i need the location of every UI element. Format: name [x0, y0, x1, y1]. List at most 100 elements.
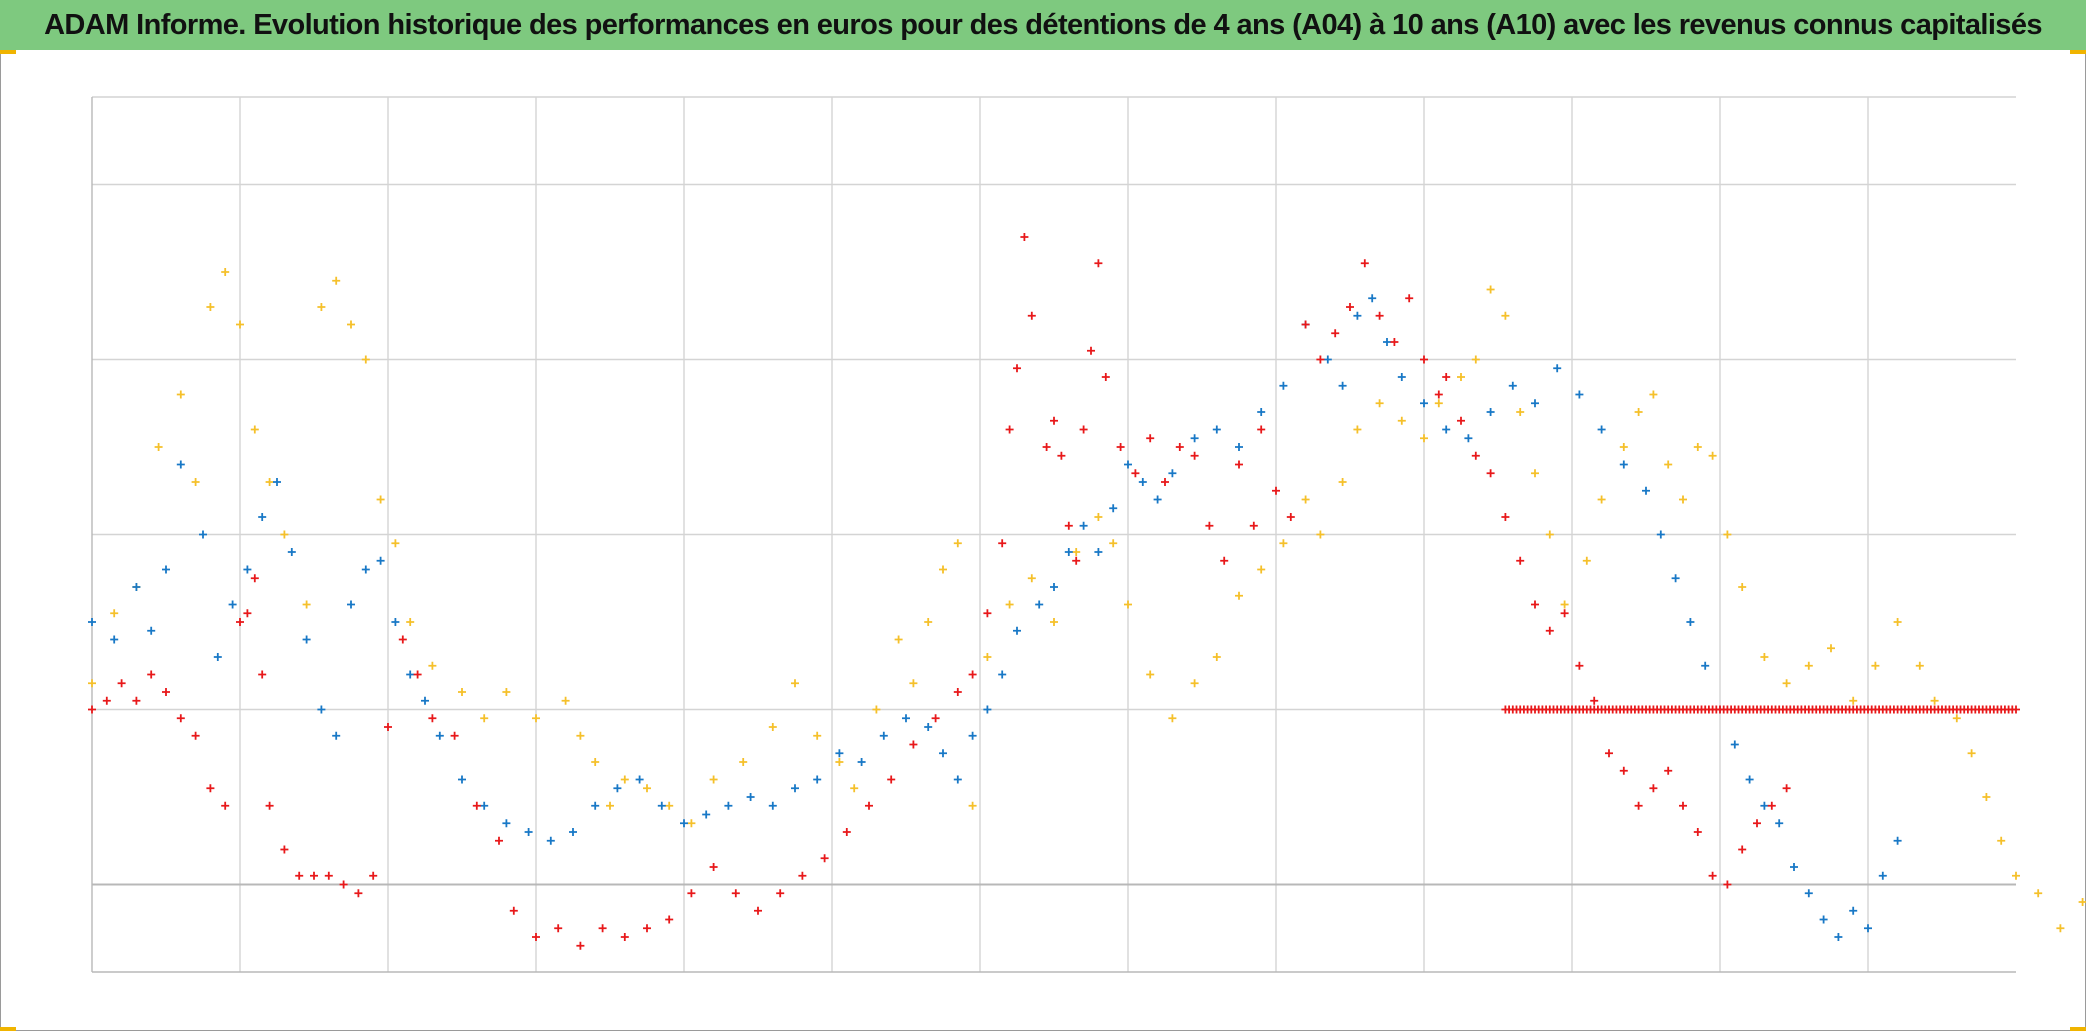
data-point-marker [280, 530, 289, 539]
data-point-marker [524, 828, 533, 836]
data-point-marker [1338, 381, 1347, 390]
data-point-marker [1064, 548, 1073, 556]
data-point-marker [1190, 434, 1199, 443]
data-point-marker [176, 714, 185, 723]
data-point-marker [428, 661, 437, 670]
data-point-marker [2056, 924, 2065, 933]
data-point-marker [532, 714, 540, 723]
data-point-marker [110, 635, 119, 644]
data-point-marker [1079, 521, 1088, 530]
data-point-marker [162, 688, 170, 696]
data-point-marker [302, 635, 311, 644]
data-point-marker [332, 276, 341, 285]
data-point-marker [1220, 556, 1229, 565]
data-point-marker [147, 626, 156, 635]
data-point-marker [1967, 749, 1976, 758]
data-point-marker [1486, 285, 1495, 294]
corner-mark-bottom-right [2070, 1027, 2086, 1031]
data-point-marker [1649, 390, 1658, 399]
data-point-marker [643, 924, 651, 933]
data-point-marker [1257, 425, 1266, 434]
data-point-marker [1094, 259, 1103, 268]
data-point-marker [931, 714, 940, 723]
data-point-marker [872, 705, 881, 714]
data-point-marker [236, 618, 244, 626]
data-point-marker [310, 871, 318, 880]
data-point-marker [1723, 880, 1732, 889]
data-point-marker [1738, 583, 1747, 591]
data-point-marker [1005, 600, 1014, 609]
data-point-marker [1782, 784, 1791, 793]
data-point-marker [1597, 495, 1606, 504]
data-point-marker [1442, 425, 1451, 434]
data-point-marker [1168, 469, 1177, 478]
data-point-marker [591, 801, 600, 810]
data-point-marker [791, 679, 799, 688]
corner-mark-top-left [0, 50, 16, 54]
data-point-marker [569, 828, 577, 836]
data-point-marker [1323, 355, 1332, 364]
data-point-marker [1235, 591, 1243, 600]
chart-title: ADAM Informe. Evolution historique des p… [44, 8, 2042, 41]
data-point-marker [1560, 609, 1569, 618]
data-point-marker [1708, 871, 1717, 880]
data-point-marker [1516, 556, 1525, 565]
data-point-marker [1190, 451, 1199, 460]
data-point-marker [1605, 749, 1613, 758]
data-point-marker [317, 303, 326, 311]
data-point-marker [1005, 425, 1014, 434]
data-point-marker [2078, 898, 2086, 906]
data-point-marker [1553, 364, 1562, 373]
data-point-marker [88, 679, 96, 688]
data-point-marker [2012, 705, 2020, 714]
data-point-marker [1072, 556, 1081, 565]
data-point-marker [1545, 626, 1554, 635]
data-point-marker [1597, 425, 1606, 434]
data-point-marker [983, 653, 992, 661]
data-point-marker [1664, 766, 1673, 775]
data-point-marker [1013, 626, 1021, 635]
corner-mark-bottom-left [0, 1027, 16, 1031]
data-point-marker [1915, 661, 1924, 670]
data-point-marker [117, 679, 126, 688]
data-point-marker [1723, 530, 1732, 539]
data-point-marker [1257, 408, 1266, 416]
data-point-marker [1738, 845, 1747, 854]
data-point-marker [280, 845, 289, 854]
data-point-marker [1027, 311, 1036, 320]
data-point-marker [1471, 451, 1480, 460]
data-point-marker [191, 478, 200, 486]
data-point-marker [428, 714, 437, 723]
data-point-marker [657, 801, 666, 810]
data-point-marker [1708, 451, 1717, 460]
data-point-marker [1094, 548, 1103, 556]
data-point-marker [1375, 311, 1384, 320]
data-point-marker [1849, 906, 1858, 915]
data-point-marker [1642, 486, 1650, 495]
data-point-marker [458, 688, 466, 696]
data-point-marker [102, 696, 111, 705]
data-point-marker [347, 320, 355, 329]
data-point-marker [953, 539, 962, 548]
data-point-marker [606, 801, 614, 810]
data-point-marker [1124, 600, 1132, 609]
data-point-marker [1375, 399, 1384, 408]
data-point-marker [1590, 696, 1599, 705]
data-point-marker [702, 810, 711, 819]
data-point-marker [939, 749, 947, 758]
data-point-marker [273, 478, 281, 486]
data-point-marker [1782, 679, 1791, 688]
data-point-marker [739, 758, 748, 766]
data-point-marker [1420, 434, 1428, 443]
data-point-marker [1346, 303, 1354, 311]
data-point-marker [1168, 714, 1177, 723]
data-point-marker [894, 635, 903, 644]
data-point-marker [532, 933, 540, 941]
data-point-marker [709, 775, 718, 784]
data-point-marker [162, 565, 170, 574]
data-point-marker [1050, 583, 1058, 591]
data-point-marker [154, 443, 163, 451]
data-point-marker [1279, 381, 1288, 390]
data-point-marker [398, 635, 407, 644]
